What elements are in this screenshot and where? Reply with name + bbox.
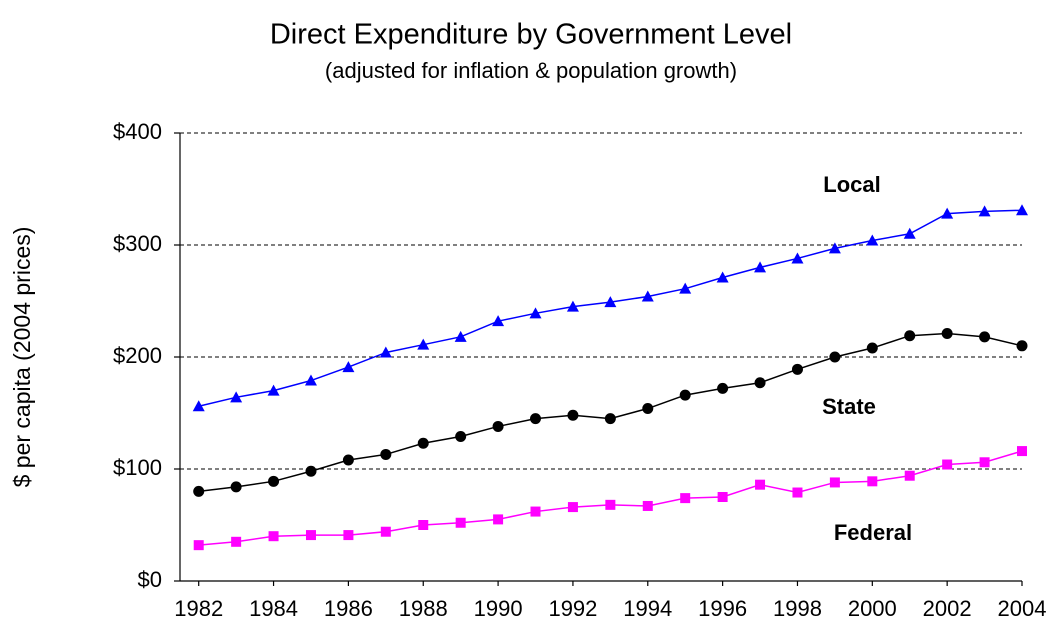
x-tick-label: 1982: [174, 596, 223, 621]
marker: [455, 517, 466, 528]
marker: [230, 481, 242, 493]
marker: [754, 261, 767, 273]
marker: [792, 487, 803, 498]
marker: [754, 377, 766, 389]
x-tick-label: 1990: [474, 596, 523, 621]
marker: [979, 331, 991, 343]
marker: [941, 327, 953, 339]
marker: [418, 520, 429, 530]
chart-subtitle: (adjusted for inflation & population gro…: [325, 58, 737, 83]
marker: [829, 351, 841, 363]
marker: [903, 227, 916, 239]
marker: [192, 400, 205, 412]
marker: [641, 290, 654, 302]
marker: [941, 207, 954, 219]
marker: [567, 409, 579, 421]
marker: [492, 315, 505, 327]
series-line: [198, 209, 1023, 408]
marker: [230, 391, 243, 403]
y-tick-label: $300: [113, 231, 162, 256]
x-tick-label: 2004: [998, 596, 1047, 621]
marker: [866, 234, 879, 246]
marker: [193, 540, 204, 551]
marker: [342, 361, 355, 373]
marker: [717, 492, 728, 502]
marker: [267, 384, 280, 396]
marker: [455, 431, 467, 443]
marker: [529, 307, 542, 319]
marker: [380, 448, 392, 460]
x-tick-label: 1984: [249, 596, 298, 621]
marker: [755, 479, 766, 490]
series-label: Federal: [834, 520, 912, 545]
y-tick-label: $0: [138, 567, 162, 592]
x-tick-label: 1992: [548, 596, 597, 621]
marker: [342, 454, 354, 466]
y-axis-label: $ per capita (2004 prices): [9, 227, 35, 488]
chart-title: Direct Expenditure by Government Level: [270, 19, 792, 51]
marker: [642, 500, 653, 511]
marker: [904, 470, 915, 481]
marker: [343, 530, 354, 541]
marker: [493, 514, 504, 525]
marker: [530, 506, 541, 517]
marker: [867, 476, 878, 487]
marker: [679, 282, 692, 294]
marker: [604, 296, 617, 308]
y-tick-label: $100: [113, 455, 162, 480]
x-tick-label: 1996: [698, 596, 747, 621]
marker: [305, 465, 317, 477]
marker: [791, 363, 803, 375]
marker: [604, 413, 616, 425]
marker: [904, 330, 916, 342]
x-tick-label: 1988: [399, 596, 448, 621]
series-label: Local: [823, 172, 880, 197]
y-tick-label: $200: [113, 343, 162, 368]
marker: [530, 413, 542, 425]
marker: [492, 420, 504, 432]
marker: [828, 242, 841, 254]
marker: [1016, 204, 1028, 216]
series-label: State: [822, 394, 876, 419]
marker: [304, 374, 317, 386]
marker: [642, 403, 654, 415]
marker: [567, 502, 578, 513]
marker: [193, 485, 205, 497]
marker: [305, 530, 316, 541]
marker: [1017, 446, 1027, 457]
marker: [979, 457, 990, 468]
marker: [454, 330, 467, 342]
marker: [268, 475, 280, 487]
marker: [717, 382, 729, 394]
marker: [566, 300, 579, 312]
marker: [417, 338, 430, 350]
x-tick-label: 1986: [324, 596, 373, 621]
marker: [829, 477, 840, 488]
marker: [417, 437, 429, 449]
marker: [605, 499, 616, 510]
marker: [679, 389, 691, 401]
marker: [680, 493, 691, 504]
marker: [942, 459, 953, 470]
y-tick-label: $400: [113, 119, 162, 144]
marker: [866, 342, 878, 354]
x-tick-label: 2002: [923, 596, 972, 621]
x-tick-label: 1994: [623, 596, 672, 621]
marker: [380, 526, 391, 537]
x-tick-label: 2000: [848, 596, 897, 621]
marker: [379, 346, 392, 358]
marker: [716, 271, 729, 283]
marker: [791, 252, 804, 264]
marker: [268, 531, 279, 542]
marker: [231, 536, 242, 547]
marker: [978, 205, 991, 217]
marker: [1016, 340, 1028, 352]
x-tick-label: 1998: [773, 596, 822, 621]
